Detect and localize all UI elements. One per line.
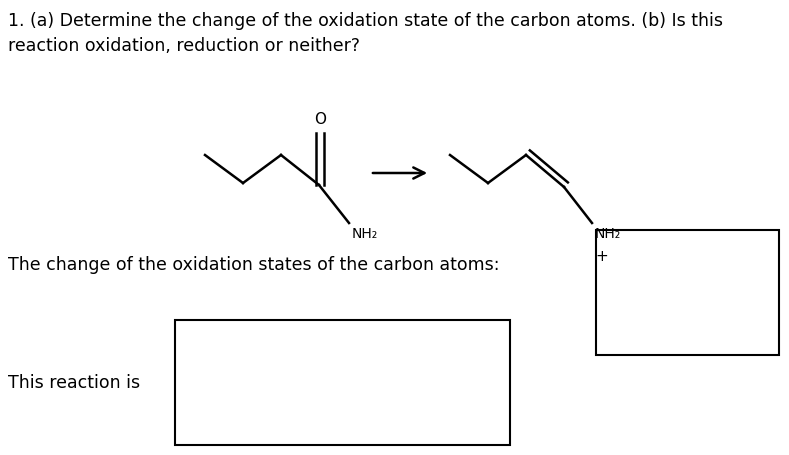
- Text: This reaction is: This reaction is: [8, 374, 140, 392]
- Bar: [596, 230, 779, 355]
- Text: NH₂: NH₂: [352, 227, 378, 241]
- Text: 1. (a) Determine the change of the oxidation state of the carbon atoms. (b) Is t: 1. (a) Determine the change of the oxida…: [8, 12, 723, 55]
- Text: +: +: [596, 249, 608, 264]
- Bar: [175, 320, 510, 445]
- Text: NH₂: NH₂: [595, 227, 621, 241]
- Text: The change of the oxidation states of the carbon atoms:: The change of the oxidation states of th…: [8, 256, 499, 274]
- Text: O: O: [314, 112, 326, 127]
